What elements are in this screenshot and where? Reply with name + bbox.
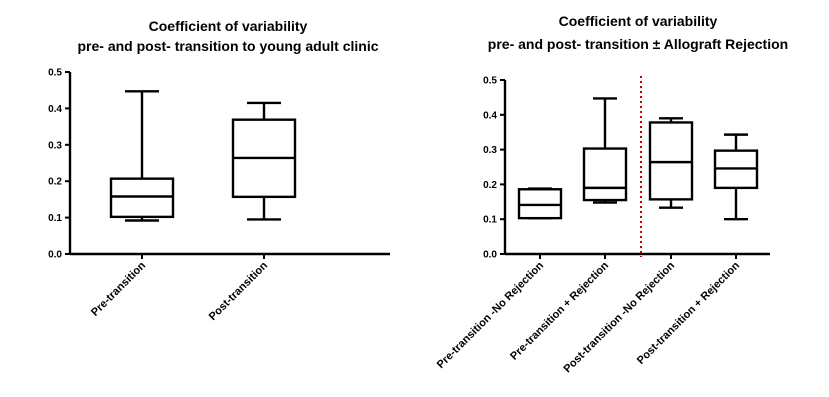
chart2-category-label: Post-transition + Rejection [635,259,742,366]
chart2-y-tick-label: 0.0 [483,250,497,261]
chart2-y-tick-label: 0.1 [483,215,497,226]
chart1-y-tick-label: 0.3 [48,140,62,151]
chart1-subtitle: pre- and post- transition to young adult… [78,38,379,54]
chart2-iqr-box [517,188,563,220]
chart2-y-tick-label: 0.3 [483,145,497,156]
chart2-iqr-box [648,121,694,201]
chart2-category-label: Pre-transition -No Rejection [435,259,547,371]
chart1-y-tick-label: 0.0 [48,250,62,261]
chart2-box-3 [648,117,694,209]
chart2-subtitle: pre- and post- transition ± Allograft Re… [488,36,788,52]
chart2-box-1 [517,187,563,220]
chart2-y-tick-label: 0.2 [483,180,497,191]
chart2-box-4 [713,133,759,221]
chart1-y-tick-label: 0.4 [48,104,62,115]
chart1-title: Coefficient of variability [149,18,308,34]
chart1-y-tick-label: 0.5 [48,68,62,79]
chart2-plot: 0.0 0.1 0.2 0.3 0.4 0.5 Pre-transition -No Rej… [435,76,770,375]
chart1-y-tick-label: 0.1 [48,213,62,224]
chart1-y-tick-label: 0.2 [48,177,62,188]
chart2-category-label: Post-transition -No Rejection [561,259,677,375]
chart2-box-2 [582,97,628,204]
chart2-y-tick-label: 0.5 [483,76,497,87]
chart1-category-label: Pre-transition [89,259,148,318]
chart1-box-1 [109,90,175,222]
chart1-category-label: Post-transition [207,259,271,323]
chart1-iqr-box [109,177,175,219]
chart1-plot: 0.0 0.1 0.2 0.3 0.4 0.5 Pre-transition Post-tra… [48,68,390,323]
chart2-y-tick-label: 0.4 [483,110,497,121]
chart1-box-2 [231,101,297,221]
chart2-title: Coefficient of variability [559,13,718,29]
chart2-iqr-box [582,147,628,202]
